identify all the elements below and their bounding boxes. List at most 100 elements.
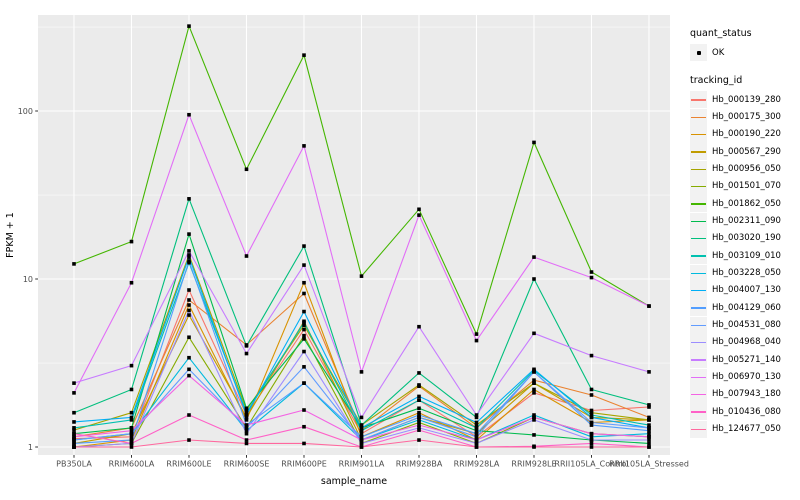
data-point (302, 53, 306, 57)
data-point (417, 420, 421, 425)
legend-label: Hb_003109_010 (712, 250, 781, 261)
data-point (647, 415, 651, 420)
legend-line-icon (691, 411, 706, 413)
data-point (129, 428, 134, 433)
data-point (244, 418, 249, 422)
legend-line-icon (691, 272, 706, 274)
legend-key-swatch (690, 281, 707, 299)
data-point (589, 353, 594, 358)
data-point (244, 413, 249, 417)
data-point (72, 441, 76, 446)
x-tick-label: RRIM928BA (396, 460, 443, 469)
data-point (359, 445, 364, 449)
data-point (72, 428, 76, 432)
legend-label: Hb_003228_050 (712, 268, 781, 279)
data-point (647, 438, 651, 442)
data-point (359, 415, 364, 420)
data-point (417, 423, 421, 427)
data-point (647, 445, 651, 449)
legend-item-Hb_006970_130: Hb_006970_130 (690, 368, 800, 386)
data-point (474, 441, 479, 446)
legend-item-Hb_000175_300: Hb_000175_300 (690, 108, 800, 126)
data-point (129, 387, 134, 392)
data-point (244, 415, 249, 420)
data-point (187, 298, 191, 302)
data-point (532, 387, 536, 392)
data-point (417, 410, 421, 415)
data-point (244, 428, 249, 433)
legend-line-icon (691, 203, 706, 205)
data-point (589, 438, 594, 442)
y-axis-title: FPKM + 1 (5, 212, 16, 258)
x-tick-label: RRIM600LA (109, 460, 155, 469)
data-point (72, 391, 76, 395)
data-point (474, 415, 479, 420)
legend-label: Hb_000956_050 (712, 164, 781, 175)
legend-item-Hb_000956_050: Hb_000956_050 (690, 160, 800, 178)
data-point (417, 418, 421, 422)
data-point (187, 255, 191, 259)
data-point (187, 197, 191, 201)
x-axis-title: sample_name (321, 476, 387, 487)
data-point (187, 367, 191, 372)
data-point (187, 288, 191, 292)
data-point (302, 349, 306, 354)
legend-item-Hb_004129_060: Hb_004129_060 (690, 299, 800, 317)
legend-label: Hb_004531_080 (712, 320, 781, 331)
data-point (532, 415, 536, 420)
data-point (302, 381, 306, 385)
data-point (187, 112, 191, 117)
data-point (532, 418, 536, 422)
data-point (129, 441, 134, 446)
data-point (647, 403, 651, 407)
data-point (417, 371, 421, 375)
data-point (187, 438, 191, 442)
data-point (532, 367, 536, 372)
legend-line-icon (691, 376, 706, 378)
data-point (302, 365, 306, 369)
data-point (187, 313, 191, 317)
data-point (187, 232, 191, 236)
data-point (187, 373, 191, 378)
data-point (187, 413, 191, 417)
data-point (359, 426, 364, 430)
y-tick-label: 10 (23, 275, 33, 284)
legend-label: Hb_000567_290 (712, 146, 781, 157)
legend-line-icon (691, 324, 706, 326)
data-point (532, 378, 536, 382)
legend-line-icon (691, 289, 706, 292)
point-symbol-icon (696, 50, 701, 55)
legend-line-icon (691, 359, 706, 361)
data-point (532, 433, 536, 437)
legend-item-Hb_001501_070: Hb_001501_070 (690, 177, 800, 195)
data-point (532, 331, 536, 336)
data-point (647, 428, 651, 433)
data-point (72, 410, 76, 415)
data-point (589, 393, 594, 397)
legend-spacer (690, 61, 800, 75)
data-point (474, 332, 479, 336)
data-point (187, 335, 191, 340)
data-point (417, 426, 421, 430)
legend-item-Hb_000567_290: Hb_000567_290 (690, 143, 800, 161)
y-tick-label: 100 (18, 107, 33, 116)
data-point (474, 435, 479, 439)
legend-label: Hb_001501_070 (712, 181, 781, 192)
data-point (417, 398, 421, 402)
legend-label: Hb_001862_050 (712, 198, 781, 209)
data-point (647, 370, 651, 374)
chart-legend: quant_status OK tracking_id Hb_000139_28… (690, 28, 800, 438)
legend-label: Hb_000139_280 (712, 94, 781, 105)
data-point (647, 418, 651, 422)
data-point (72, 420, 76, 424)
legend-key-swatch (690, 212, 707, 230)
data-point (129, 280, 134, 285)
data-point (187, 249, 191, 253)
data-point (129, 239, 134, 244)
y-tick-label: 1 (28, 443, 33, 452)
legend-key-swatch (690, 229, 707, 247)
data-point (302, 408, 306, 412)
data-point (187, 308, 191, 313)
data-point (302, 309, 306, 314)
data-point (302, 424, 306, 429)
